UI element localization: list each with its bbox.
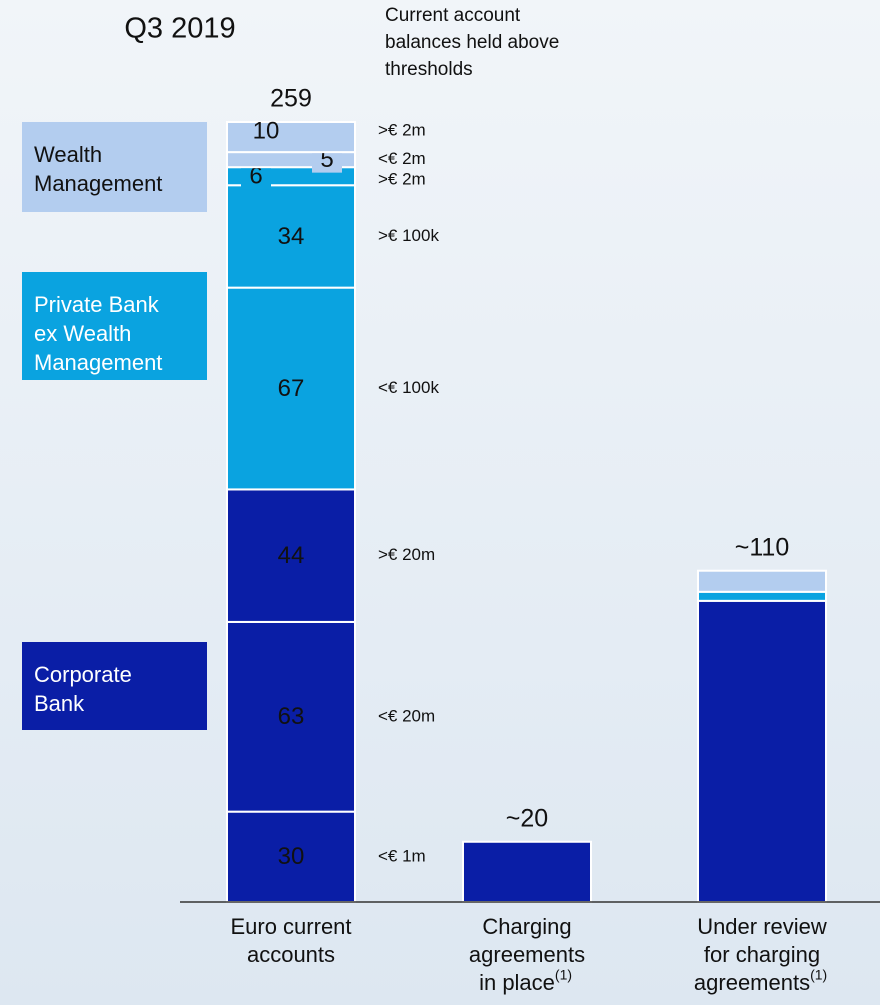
threshold-label: >€ 2m: [378, 170, 426, 189]
bar-segment: [462, 840, 592, 903]
legend-box: [22, 122, 207, 212]
legend-label: Wealth Management: [34, 142, 162, 196]
value-label: 30: [278, 843, 305, 870]
total-label: 259: [270, 85, 312, 113]
category-label: agreements: [469, 942, 585, 967]
category-label: in place: [479, 970, 555, 995]
value-label: 67: [278, 375, 305, 402]
legend-line: Management: [34, 171, 162, 196]
legend-line: Wealth: [34, 142, 102, 167]
category-label: agreements: [694, 970, 810, 995]
footnote-mark: (1): [555, 967, 572, 983]
bar-segment: [226, 184, 356, 289]
legend-label: Private Bank ex Wealth Management: [34, 292, 162, 375]
category-label: Charging: [482, 914, 571, 939]
threshold-label: <€ 2m: [378, 149, 426, 168]
value-label: 34: [278, 223, 305, 250]
bar-segment: [226, 620, 356, 813]
threshold-label: >€ 100k: [378, 226, 439, 245]
legend-line: Corporate: [34, 662, 132, 687]
subtitle: Current account: [385, 5, 521, 26]
footnote-mark: (1): [810, 967, 827, 983]
legend-box: [22, 642, 207, 730]
value-label: 63: [278, 703, 305, 730]
bar-segment: [226, 810, 356, 904]
legend-label: Corporate Bank: [34, 662, 132, 716]
legend-line: Private Bank: [34, 292, 160, 317]
bar-segment: [226, 488, 356, 623]
category-label: accounts: [247, 942, 335, 967]
value-label: 44: [278, 542, 305, 569]
bar-segment: [697, 569, 827, 593]
legend-line: Management: [34, 350, 162, 375]
threshold-label: >€ 2m: [378, 121, 426, 140]
threshold-label: >€ 20m: [378, 545, 435, 564]
bar-segment: [226, 286, 356, 491]
legend-line: Bank: [34, 691, 85, 716]
category-label: Euro current: [230, 914, 351, 939]
subtitle: balances held above: [385, 32, 559, 53]
chart-title: Q3 2019: [124, 13, 235, 45]
category-label: Under review: [697, 914, 827, 939]
bar-segment: [697, 590, 827, 602]
bar-segment: [226, 121, 356, 154]
value-label: 10: [253, 117, 280, 144]
value-label: 6: [249, 163, 262, 190]
threshold-label: <€ 100k: [378, 378, 439, 397]
legend-line: ex Wealth: [34, 321, 131, 346]
total-label: ~110: [735, 533, 789, 561]
category-label: for charging: [704, 942, 820, 967]
threshold-label: <€ 1m: [378, 846, 426, 865]
threshold-label: <€ 20m: [378, 706, 435, 725]
legend-box: [22, 272, 207, 380]
total-label: ~20: [506, 804, 548, 832]
bar-segment: [697, 599, 827, 903]
subtitle: thresholds: [385, 59, 473, 80]
